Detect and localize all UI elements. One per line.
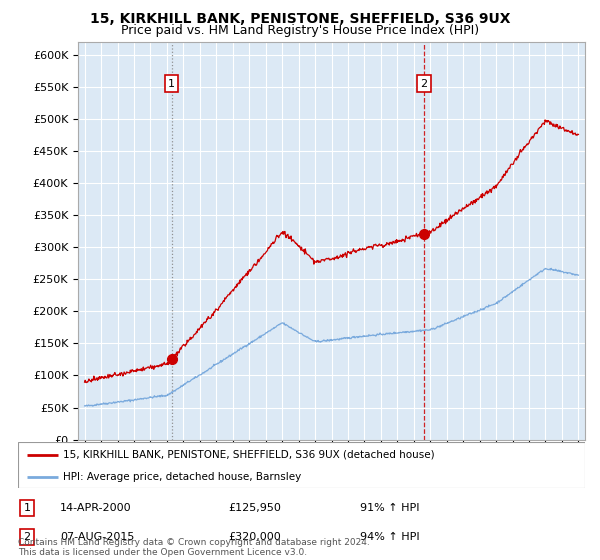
- Text: 15, KIRKHILL BANK, PENISTONE, SHEFFIELD, S36 9UX: 15, KIRKHILL BANK, PENISTONE, SHEFFIELD,…: [90, 12, 510, 26]
- Text: Price paid vs. HM Land Registry's House Price Index (HPI): Price paid vs. HM Land Registry's House …: [121, 24, 479, 37]
- Text: 1: 1: [168, 79, 175, 88]
- Text: 2: 2: [23, 532, 31, 542]
- Text: £125,950: £125,950: [228, 503, 281, 513]
- Text: 14-APR-2000: 14-APR-2000: [60, 503, 131, 513]
- Text: 94% ↑ HPI: 94% ↑ HPI: [360, 532, 419, 542]
- Text: 15, KIRKHILL BANK, PENISTONE, SHEFFIELD, S36 9UX (detached house): 15, KIRKHILL BANK, PENISTONE, SHEFFIELD,…: [64, 450, 435, 460]
- FancyBboxPatch shape: [18, 442, 585, 488]
- Text: 2: 2: [420, 79, 427, 88]
- Text: 1: 1: [23, 503, 31, 513]
- Text: 91% ↑ HPI: 91% ↑ HPI: [360, 503, 419, 513]
- Text: 07-AUG-2015: 07-AUG-2015: [60, 532, 134, 542]
- Text: £320,000: £320,000: [228, 532, 281, 542]
- Text: Contains HM Land Registry data © Crown copyright and database right 2024.
This d: Contains HM Land Registry data © Crown c…: [18, 538, 370, 557]
- Text: HPI: Average price, detached house, Barnsley: HPI: Average price, detached house, Barn…: [64, 472, 302, 482]
